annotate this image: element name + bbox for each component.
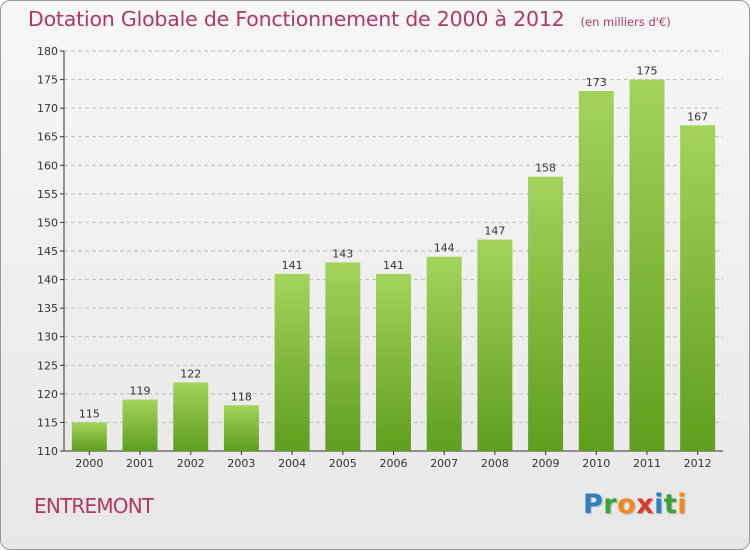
bar-value-label: 173	[586, 76, 607, 89]
title-row: Dotation Globale de Fonctionnement de 20…	[28, 7, 671, 31]
proxiti-logo[interactable]: Proxiti	[583, 489, 687, 520]
x-tick-label: 2007	[430, 457, 458, 470]
y-tick-label: 170	[37, 102, 58, 115]
x-tick-label: 2001	[126, 457, 154, 470]
bar-value-label: 122	[180, 367, 201, 380]
y-tick-label: 135	[37, 302, 58, 315]
y-tick-label: 130	[37, 331, 58, 344]
logo-letter: o	[617, 489, 637, 520]
bar	[274, 273, 310, 451]
bar-value-label: 141	[282, 259, 303, 272]
y-tick-label: 150	[37, 216, 58, 229]
x-tick-label: 2012	[684, 457, 712, 470]
y-tick-label: 120	[37, 388, 58, 401]
bar	[477, 239, 513, 451]
x-tick-label: 2005	[329, 457, 357, 470]
logo-letter: t	[663, 489, 678, 520]
bar-value-label: 175	[636, 65, 657, 78]
x-tick-label: 2008	[481, 457, 509, 470]
bar-value-label: 115	[79, 407, 100, 420]
chart-title: Dotation Globale de Fonctionnement de 20…	[28, 7, 565, 31]
y-tick-label: 160	[37, 159, 58, 172]
logo-letter: i	[677, 489, 688, 520]
bars	[71, 79, 716, 452]
y-tick-label: 115	[37, 416, 58, 429]
bar	[680, 125, 716, 452]
bar-value-label: 147	[484, 225, 505, 238]
bar	[629, 79, 665, 452]
bar	[223, 405, 259, 451]
bar	[528, 176, 564, 451]
bar	[325, 262, 361, 451]
x-tick-label: 2004	[278, 457, 306, 470]
y-tick-label: 180	[37, 45, 58, 58]
y-tick-label: 110	[37, 445, 58, 458]
bar	[578, 91, 614, 451]
logo-letter: P	[583, 489, 604, 520]
chart-subtitle: (en milliers d'€)	[580, 15, 671, 29]
bar	[426, 256, 462, 451]
y-tick-label: 175	[37, 74, 58, 87]
bar	[376, 273, 411, 451]
bar-value-label: 119	[130, 385, 151, 398]
x-tick-label: 2003	[227, 457, 255, 470]
x-tick-label: 2000	[75, 457, 103, 470]
x-tick-label: 2009	[532, 457, 560, 470]
x-tick-label: 2002	[177, 457, 205, 470]
logo-letter: r	[603, 489, 618, 520]
y-tick-label: 145	[37, 245, 58, 258]
bar-value-label: 118	[231, 390, 252, 403]
logo-letter: x	[636, 489, 655, 520]
x-tick-label: 2011	[633, 457, 661, 470]
bar-value-label: 144	[434, 242, 455, 255]
x-tick-label: 2006	[380, 457, 408, 470]
commune-name: ENTREMONT	[34, 494, 154, 518]
bar	[122, 399, 158, 451]
x-tick-label: 2010	[582, 457, 610, 470]
y-tick-label: 155	[37, 188, 58, 201]
y-tick-label: 140	[37, 274, 58, 287]
bar	[71, 422, 107, 451]
bar-value-label: 143	[332, 247, 353, 260]
bar-value-label: 141	[383, 259, 404, 272]
labels: 110 115 120 125 130 135 140 145 150 155 160 165 170 1…	[37, 45, 712, 470]
bar-value-label: 158	[535, 162, 556, 175]
y-tick-label: 165	[37, 131, 58, 144]
bar-value-label: 167	[687, 110, 708, 123]
y-tick-label: 125	[37, 359, 58, 372]
bar	[173, 382, 209, 451]
logo-letter: i	[654, 489, 664, 520]
